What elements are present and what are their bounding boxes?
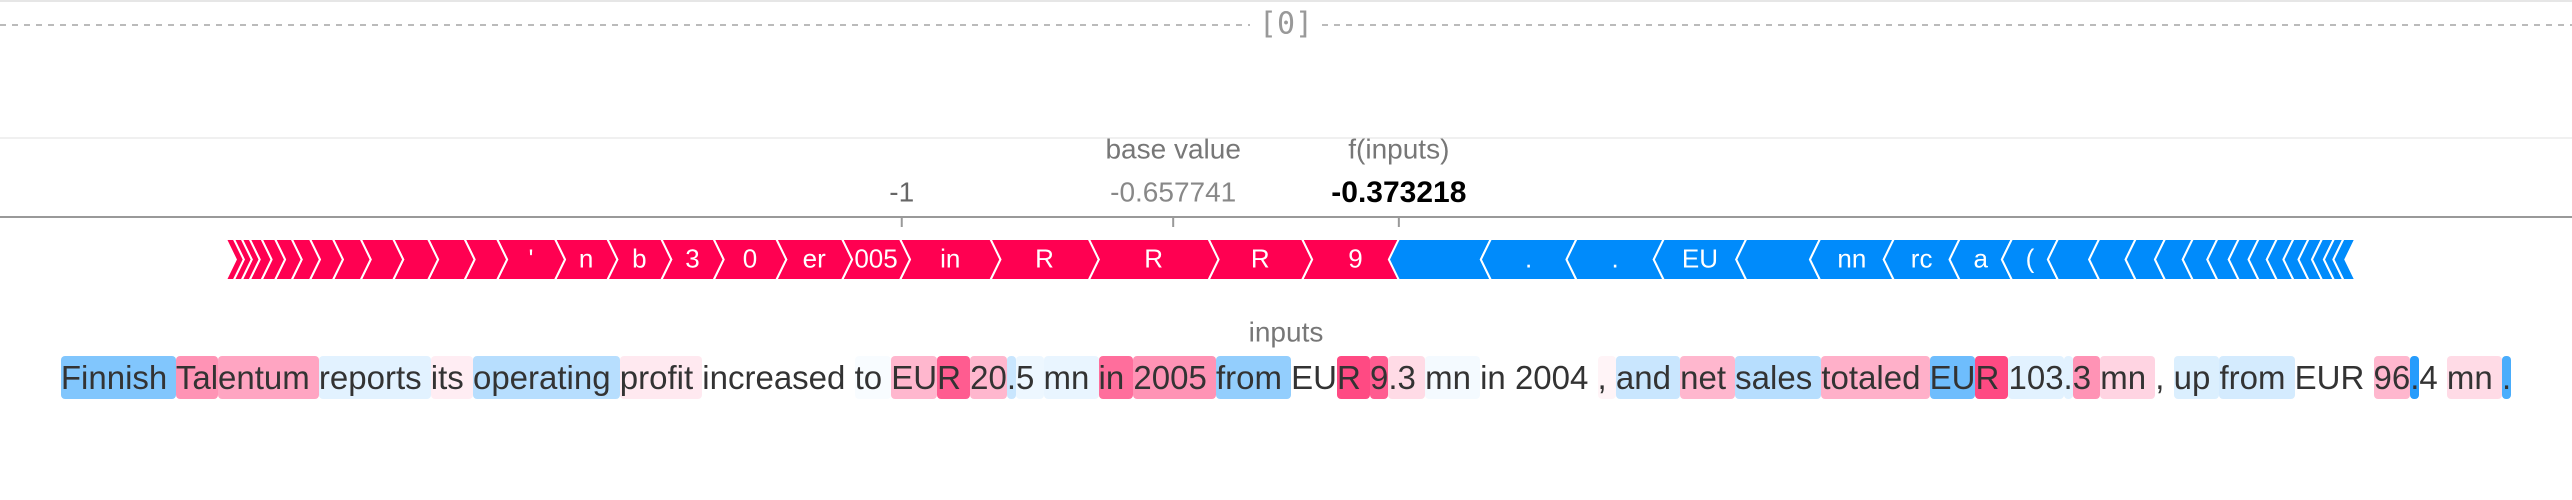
token: 2005	[1133, 356, 1216, 399]
token: in	[1098, 356, 1134, 399]
token: Finnish	[60, 356, 176, 399]
token: 2004	[1514, 359, 1598, 396]
token: 96	[2373, 356, 2411, 399]
token: and	[1615, 356, 1681, 399]
force-segment	[1735, 238, 1822, 281]
segment-label: .	[1525, 243, 1532, 273]
token: .	[2063, 356, 2073, 399]
segment-label: R	[1035, 243, 1054, 273]
token: R	[937, 356, 971, 399]
token: mn	[1425, 356, 1481, 399]
token: 5	[1016, 356, 1044, 399]
token: .	[2501, 356, 2512, 399]
token: sales	[1735, 356, 1822, 399]
token: R	[1975, 356, 2009, 399]
token: 103	[2008, 356, 2064, 399]
segment-label: n	[579, 243, 593, 273]
token: mn	[2100, 356, 2156, 399]
token: 20	[970, 356, 1007, 399]
token: EUR	[2294, 359, 2374, 396]
segment-label: .	[1611, 243, 1618, 273]
token: operating	[472, 356, 620, 399]
token: 9	[1370, 356, 1389, 399]
token: reports	[318, 356, 431, 399]
segment-label: rc	[1911, 243, 1933, 273]
base-value-label: base value	[1105, 133, 1240, 164]
token: profit	[619, 356, 703, 399]
output-label: f(inputs)	[1348, 133, 1449, 164]
segment-label: a	[1973, 243, 1988, 273]
segment-label: EU	[1682, 243, 1718, 273]
token: ,	[2155, 359, 2174, 396]
output-value: -0.373218	[1331, 176, 1466, 209]
token: 4	[2419, 359, 2447, 396]
token: Tal	[175, 356, 219, 399]
segment-label: b	[632, 243, 646, 273]
token: EU	[1929, 356, 1976, 399]
token: net	[1680, 356, 1736, 399]
segment-label: '	[529, 243, 534, 273]
token: mn	[2446, 356, 2502, 399]
segment-label: nn	[1837, 243, 1866, 273]
segment-label: R	[1144, 243, 1163, 273]
base-value: -0.657741	[1110, 176, 1236, 207]
force-segment	[1387, 238, 1493, 281]
token: from	[1216, 356, 1292, 399]
token: its	[430, 356, 473, 399]
force-segment	[2332, 238, 2357, 281]
token: EU	[891, 356, 938, 399]
segment-label: 005	[854, 243, 897, 273]
token: totaled	[1821, 356, 1930, 399]
token: ,	[1597, 356, 1616, 399]
segment-label: (	[2026, 243, 2035, 273]
token: to	[855, 356, 892, 399]
force-plot: [0] -1 base value -0.657741 f(inputs) -0.373…	[0, 0, 2572, 347]
token: in	[1480, 359, 1515, 396]
token: from	[2219, 356, 2295, 399]
token-text: Finnish Talentum reports its operating p…	[10, 352, 2562, 403]
inputs-label: inputs	[1249, 316, 1324, 347]
token: R	[1337, 356, 1371, 399]
token: .	[1006, 356, 1016, 399]
segment-label: 3	[685, 243, 699, 273]
token: entum	[218, 356, 319, 399]
token: increased	[702, 359, 855, 396]
segment-label: R	[1251, 243, 1270, 273]
token: up	[2173, 356, 2220, 399]
token: EU	[1291, 359, 1338, 396]
header: [0]	[1259, 7, 1313, 42]
token: .3	[1388, 356, 1426, 399]
segment-label: 0	[743, 243, 757, 273]
segment-label: in	[940, 243, 960, 273]
token: .	[2410, 356, 2420, 399]
token: 3	[2072, 356, 2101, 399]
segment-label: 9	[1348, 243, 1362, 273]
token: mn	[1043, 356, 1099, 399]
x-tick-label: -1	[889, 176, 914, 207]
force-segment	[224, 238, 245, 281]
segment-label: er	[803, 243, 826, 273]
